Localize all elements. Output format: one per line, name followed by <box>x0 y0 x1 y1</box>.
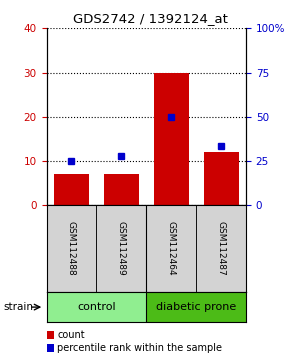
Bar <box>146 205 196 292</box>
Bar <box>146 292 246 322</box>
Bar <box>96 205 146 292</box>
Text: count: count <box>57 330 85 340</box>
Text: GSM112488: GSM112488 <box>67 221 76 276</box>
Text: GDS2742 / 1392124_at: GDS2742 / 1392124_at <box>73 12 227 25</box>
Bar <box>154 73 189 205</box>
Text: GSM112487: GSM112487 <box>217 221 226 276</box>
Text: GSM112489: GSM112489 <box>117 221 126 276</box>
Bar <box>196 205 246 292</box>
Text: control: control <box>77 302 116 312</box>
Bar <box>54 175 89 205</box>
Bar <box>204 152 238 205</box>
Text: percentile rank within the sample: percentile rank within the sample <box>57 343 222 353</box>
Text: GSM112464: GSM112464 <box>167 221 176 276</box>
Bar <box>46 205 96 292</box>
Text: diabetic prone: diabetic prone <box>156 302 236 312</box>
Bar <box>46 292 146 322</box>
Text: strain: strain <box>3 302 33 312</box>
Bar <box>104 175 139 205</box>
